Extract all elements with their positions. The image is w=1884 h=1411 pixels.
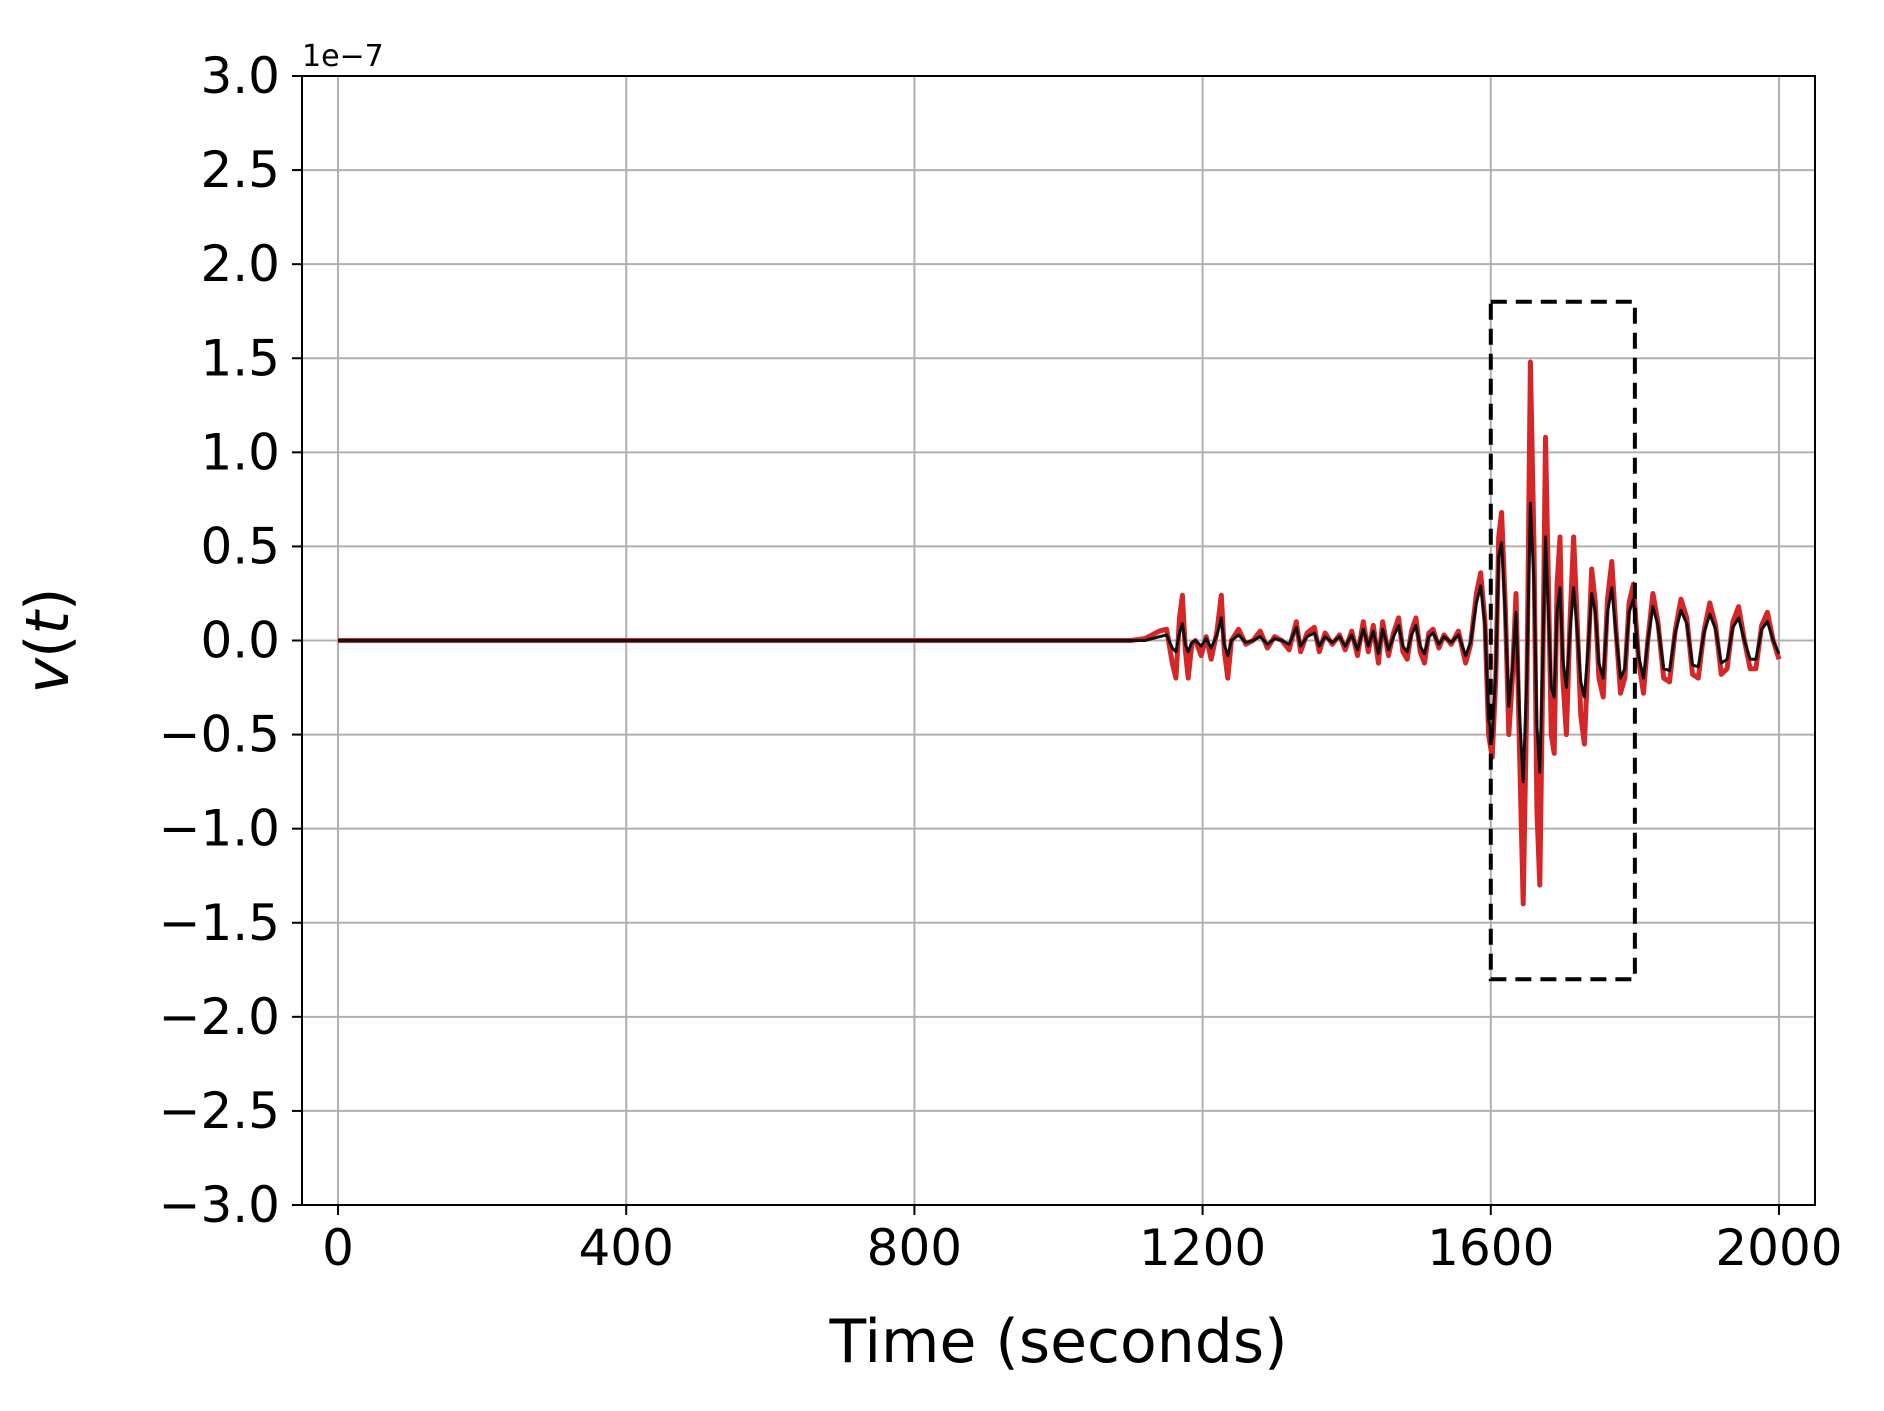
- y-tick-label: 1.5: [200, 329, 280, 387]
- y-tick-label: 3.0: [200, 47, 280, 105]
- x-tick-label: 0: [322, 1219, 354, 1277]
- x-tick-label: 800: [867, 1219, 962, 1277]
- y-tick-label: −3.0: [159, 1176, 280, 1234]
- x-tick-label: 1600: [1427, 1219, 1554, 1277]
- y-tick-label: 0.0: [200, 612, 280, 670]
- x-tick-label: 2000: [1715, 1219, 1842, 1277]
- x-tick-label: 1200: [1139, 1219, 1266, 1277]
- y-tick-label: 0.5: [200, 517, 280, 575]
- annotations: [1488, 299, 1637, 982]
- x-tick-label: 400: [578, 1219, 673, 1277]
- y-tick-label: −1.5: [159, 894, 280, 952]
- y-tick-label: −1.0: [159, 800, 280, 858]
- x-axis-title: Time (seconds): [829, 1307, 1288, 1377]
- y-tick-label: −2.5: [159, 1082, 280, 1140]
- y-tick-label: −0.5: [159, 706, 280, 764]
- axis-ticks: 0 400 800 1200 1600 2000 3.0 2.5 2.0 1.5 1.0 0.5 0.0…: [159, 47, 1843, 1277]
- y-axis-title: v(t): [13, 588, 83, 694]
- highlight-box: [1488, 299, 1637, 982]
- y-tick-label: 2.5: [200, 141, 280, 199]
- y-tick-label: −2.0: [159, 988, 280, 1046]
- y-offset-text: 1e−7: [302, 39, 384, 74]
- y-tick-label: 2.0: [200, 235, 280, 293]
- y-tick-label: 1.0: [200, 423, 280, 481]
